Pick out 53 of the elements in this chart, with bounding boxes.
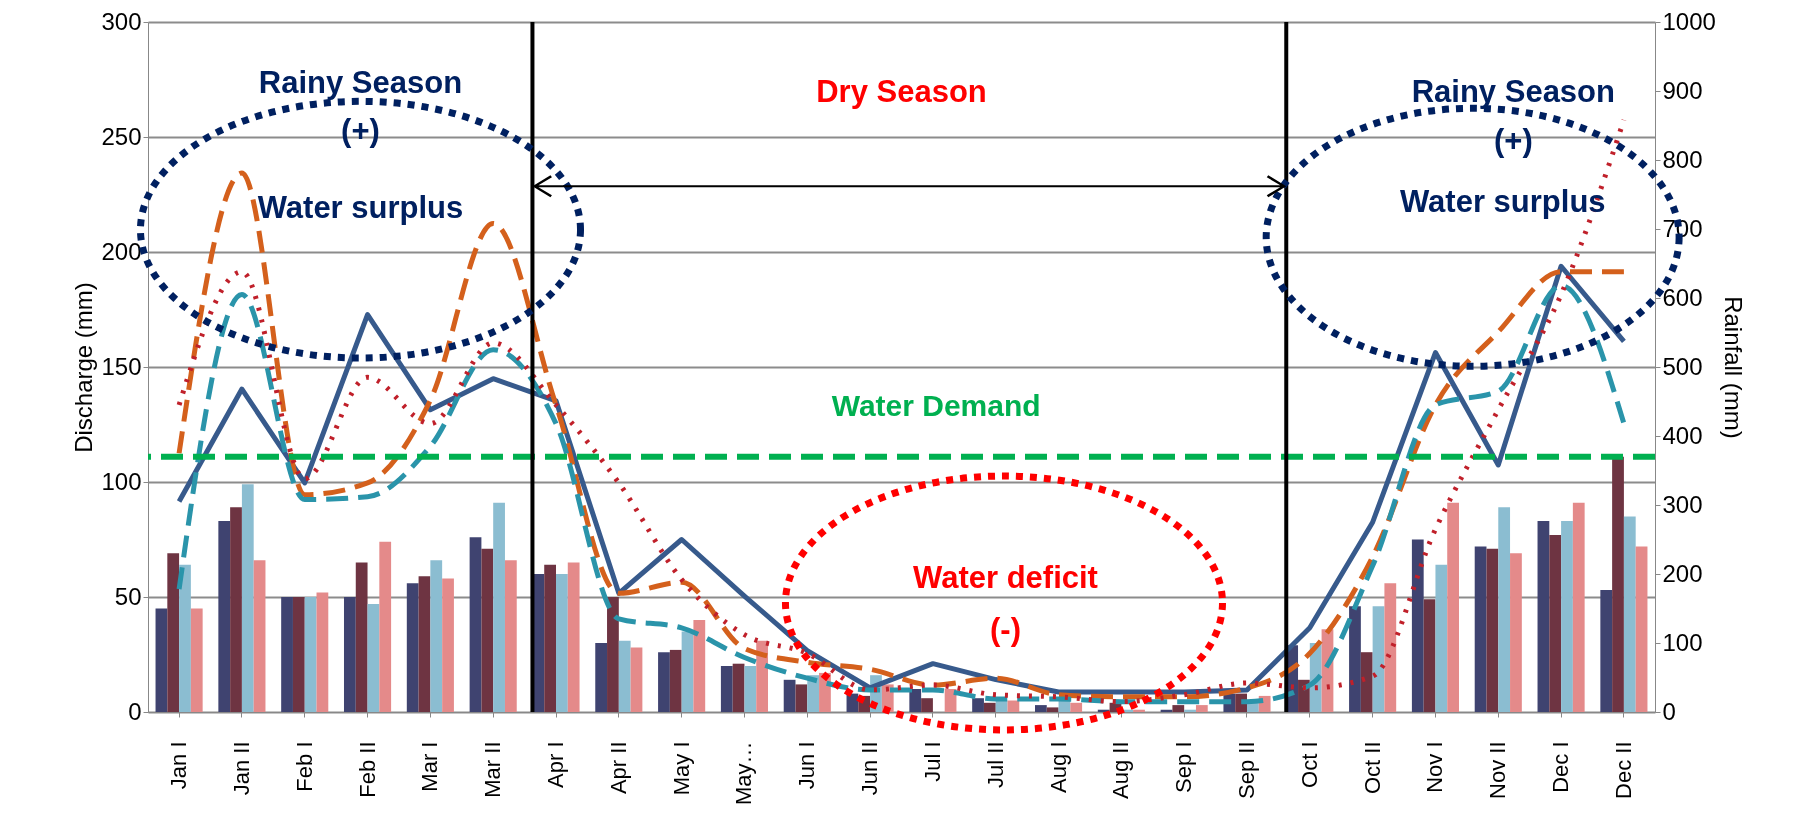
y2-tick-label: 400 (1662, 421, 1703, 449)
x-tick-label: Sep I (1171, 741, 1197, 793)
x-tick-label: May… (731, 741, 757, 806)
y2-tick-label: 600 (1662, 283, 1703, 311)
x-tick-label: Nov I (1422, 741, 1448, 793)
y-tick-label: 50 (114, 582, 142, 610)
annotation: Dry Season (816, 74, 987, 110)
y2-tick-label: 800 (1662, 145, 1703, 173)
annotation: (-) (989, 612, 1021, 648)
y2-tick-label: 200 (1662, 559, 1703, 587)
annotation: (+) (1493, 123, 1533, 159)
y-tick-label: 0 (128, 697, 142, 725)
x-tick-label: Feb I (291, 741, 317, 792)
x-tick-label: Apr I (543, 741, 568, 788)
x-tick-label: Dec I (1548, 741, 1574, 793)
annotation: Water surplus (1400, 183, 1606, 219)
x-tick-label: Feb II (354, 741, 380, 798)
x-tick-label: May I (668, 741, 694, 796)
x-tick-label: Aug II (1108, 741, 1134, 799)
x-tick-label: Mar I (417, 741, 443, 792)
x-tick-label: Aug I (1045, 741, 1071, 793)
y2-axis-title: Rainfall (mm) (1719, 296, 1747, 439)
y-tick-label: 300 (101, 7, 142, 35)
x-tick-label: Jan I (166, 741, 192, 790)
y-tick-label: 150 (101, 352, 142, 380)
annotation: Rainy Season (258, 65, 463, 101)
y2-tick-label: 300 (1662, 490, 1703, 518)
x-tick-label: Sep II (1234, 741, 1259, 799)
ref-line-label: Water Demand (831, 388, 1041, 422)
x-tick-label: Jan II (228, 741, 254, 796)
x-tick-label: Nov II (1485, 741, 1511, 799)
annotation: (+) (341, 112, 380, 148)
y2-tick-label: 0 (1662, 697, 1676, 725)
y2-tick-label: 1000 (1662, 7, 1716, 35)
x-tick-label: Jul II (982, 741, 1008, 788)
x-tick-label: Jun II (857, 741, 883, 796)
y2-tick-label: 100 (1662, 628, 1703, 656)
annotation: Rainy Season (1411, 74, 1615, 110)
annotation: Water deficit (913, 559, 1098, 595)
x-tick-label: Jul I (919, 741, 945, 782)
y2-tick-label: 500 (1662, 352, 1703, 380)
x-tick-label: Apr II (605, 741, 631, 795)
y-axis-title: Discharge (mm) (70, 282, 98, 453)
annotation: Water surplus (257, 189, 464, 225)
y-tick-label: 100 (101, 467, 142, 495)
y-tick-label: 250 (101, 122, 142, 150)
y-tick-label: 200 (101, 237, 142, 265)
x-tick-label: Dec II (1610, 741, 1636, 799)
x-tick-label: Jun I (794, 741, 820, 790)
x-tick-label: Oct I (1296, 741, 1322, 788)
y2-tick-label: 900 (1662, 76, 1703, 104)
x-tick-label: Oct II (1359, 741, 1385, 795)
x-tick-label: Mar II (480, 741, 506, 798)
